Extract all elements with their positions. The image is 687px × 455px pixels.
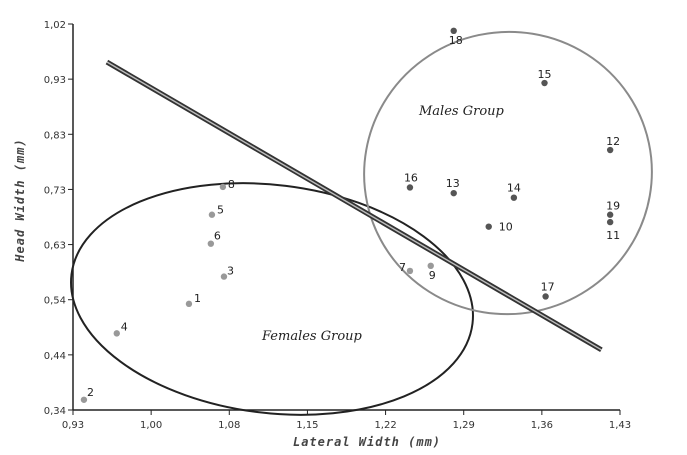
point-label-4: 4	[121, 320, 128, 333]
data-point-10	[485, 223, 492, 230]
y-tick-label: 0,73	[44, 185, 66, 196]
x-tick-label: 1,15	[296, 420, 318, 431]
y-axis-title: Head Width (mm)	[13, 138, 27, 262]
y-tick-label: 0,93	[44, 75, 66, 86]
data-point-18	[450, 27, 457, 35]
point-label-18: 18	[449, 34, 463, 47]
males-group-label: Males Group	[418, 104, 505, 119]
data-point-3	[220, 273, 228, 280]
point-label-5: 5	[217, 204, 224, 217]
x-ticks: 0,93 1,00 1,08 1,15 1,22 1,29 1,36 1,43	[62, 410, 631, 431]
point-label-3: 3	[227, 265, 234, 278]
axes	[72, 24, 620, 411]
point-label-14: 14	[507, 182, 521, 195]
data-point-5	[208, 211, 216, 218]
x-tick-label: 1,36	[531, 420, 553, 431]
data-point-11	[606, 218, 614, 226]
y-tick-label: 0,54	[44, 296, 66, 307]
data-point-19	[606, 211, 614, 218]
group-ellipses	[70, 30, 653, 416]
point-label-13: 13	[446, 177, 460, 190]
point-label-10: 10	[499, 221, 513, 234]
y-ticks: 0,34 0,44 0,54 0,63 0,73 0,83 0,93 1,02	[44, 20, 73, 417]
x-tick-label: 1,00	[140, 420, 162, 431]
males-group-ellipse	[363, 30, 653, 316]
point-label-15: 15	[538, 68, 552, 81]
x-axis-title: Lateral Width (mm)	[293, 435, 441, 449]
point-label-8: 8	[228, 178, 235, 191]
data-point-1	[185, 300, 193, 308]
point-label-19: 19	[606, 200, 620, 213]
data-point-14	[510, 194, 518, 201]
y-tick-label: 0,44	[44, 351, 66, 362]
point-label-7: 7	[399, 261, 406, 274]
y-tick-label: 0,63	[44, 241, 66, 252]
point-label-11: 11	[606, 229, 620, 242]
data-point-13	[450, 189, 457, 197]
x-tick-label: 1,29	[453, 420, 475, 431]
y-tick-label: 0,34	[44, 406, 66, 417]
data-point-8	[219, 183, 227, 191]
data-point-12	[606, 146, 614, 154]
x-tick-label: 1,22	[374, 420, 396, 431]
data-point-16	[406, 184, 414, 191]
females-group-label: Females Group	[261, 329, 363, 344]
point-label-16: 16	[404, 171, 418, 184]
x-tick-label: 1,08	[218, 420, 240, 431]
data-point-2	[80, 396, 88, 403]
point-label-1: 1	[194, 292, 201, 305]
point-label-2: 2	[87, 386, 94, 399]
y-tick-label: 1,02	[44, 20, 66, 31]
divider-line-inner	[106, 61, 602, 351]
data-points	[80, 27, 614, 403]
data-point-9	[427, 262, 434, 270]
point-label-17: 17	[541, 280, 555, 293]
divider-line	[105, 59, 603, 352]
data-point-6	[207, 240, 215, 247]
data-point-4	[113, 330, 120, 337]
point-label-9: 9	[429, 269, 436, 282]
point-label-12: 12	[606, 135, 620, 148]
data-point-15	[541, 79, 548, 87]
data-point-7	[406, 267, 414, 275]
females-group-ellipse	[70, 182, 474, 416]
point-label-6: 6	[214, 230, 221, 243]
data-point-17	[542, 293, 549, 300]
y-tick-label: 0,83	[44, 130, 66, 141]
x-tick-label: 0,93	[62, 420, 84, 431]
x-tick-label: 1,43	[609, 420, 631, 431]
